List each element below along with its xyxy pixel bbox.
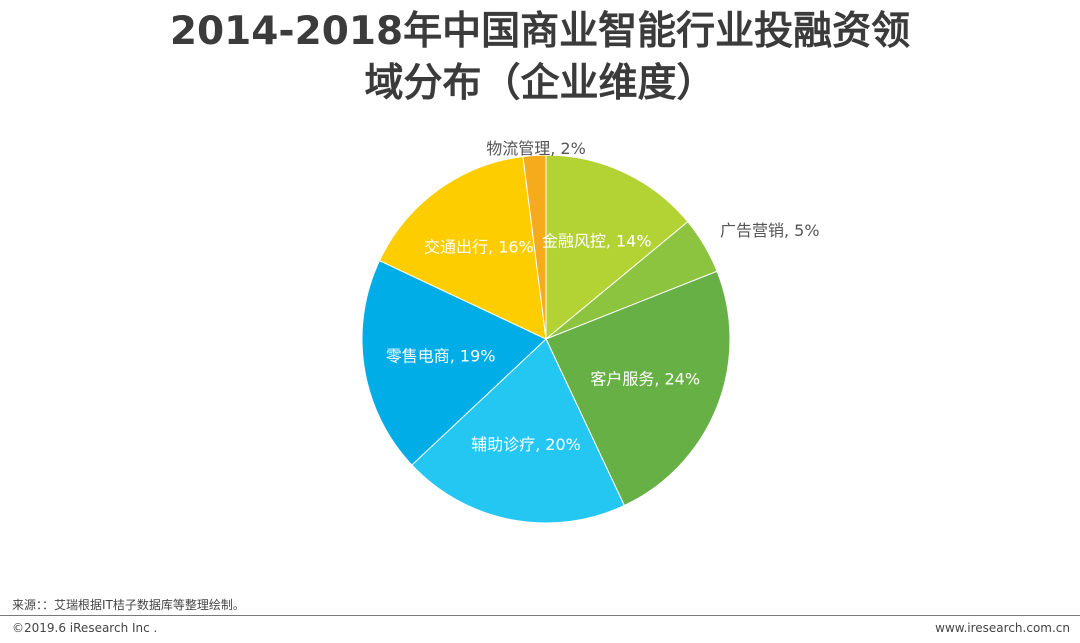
pie-label-5: 零售电商, 19% xyxy=(386,347,496,366)
chart-title-line-2: 域分布（企业维度） xyxy=(364,61,716,106)
source-note: 来源：：艾瑞根据IT桔子数据库等整理绘制。 xyxy=(12,598,245,612)
pie-label-4: 辅助诊疗, 20% xyxy=(471,435,581,454)
pie-slice-3 xyxy=(545,270,731,507)
pie-label-3: 客户服务, 24% xyxy=(590,369,700,388)
pie-slice-4 xyxy=(411,338,626,524)
website-link[interactable]: www.iresearch.com.cn xyxy=(935,621,1070,635)
pie-slice-1 xyxy=(545,154,689,341)
pie-label-2: 广告营销, 5% xyxy=(720,221,820,240)
pie-slice-5 xyxy=(361,259,547,466)
pie-slice-7 xyxy=(522,154,547,340)
chart-title: 2014-2018年中国商业智能行业投融资领 域分布（企业维度） xyxy=(0,6,1080,110)
pie-label-6: 交通出行, 16% xyxy=(424,238,534,257)
pie-slice-6 xyxy=(378,155,547,340)
pie-slices xyxy=(361,154,731,524)
chart-title-line-1: 2014-2018年中国商业智能行业投融资领 xyxy=(169,9,911,54)
pie-label-1: 金融风控, 14% xyxy=(542,231,652,250)
footer-divider xyxy=(0,615,1080,616)
pie-label-7: 物流管理, 2% xyxy=(486,139,586,158)
pie-labels: 金融风控, 14% 广告营销, 5% 客户服务, 24% 辅助诊疗, 20% 零售电商,… xyxy=(386,139,820,454)
copyright-text: ©2019.6 iResearch Inc . xyxy=(12,621,158,635)
